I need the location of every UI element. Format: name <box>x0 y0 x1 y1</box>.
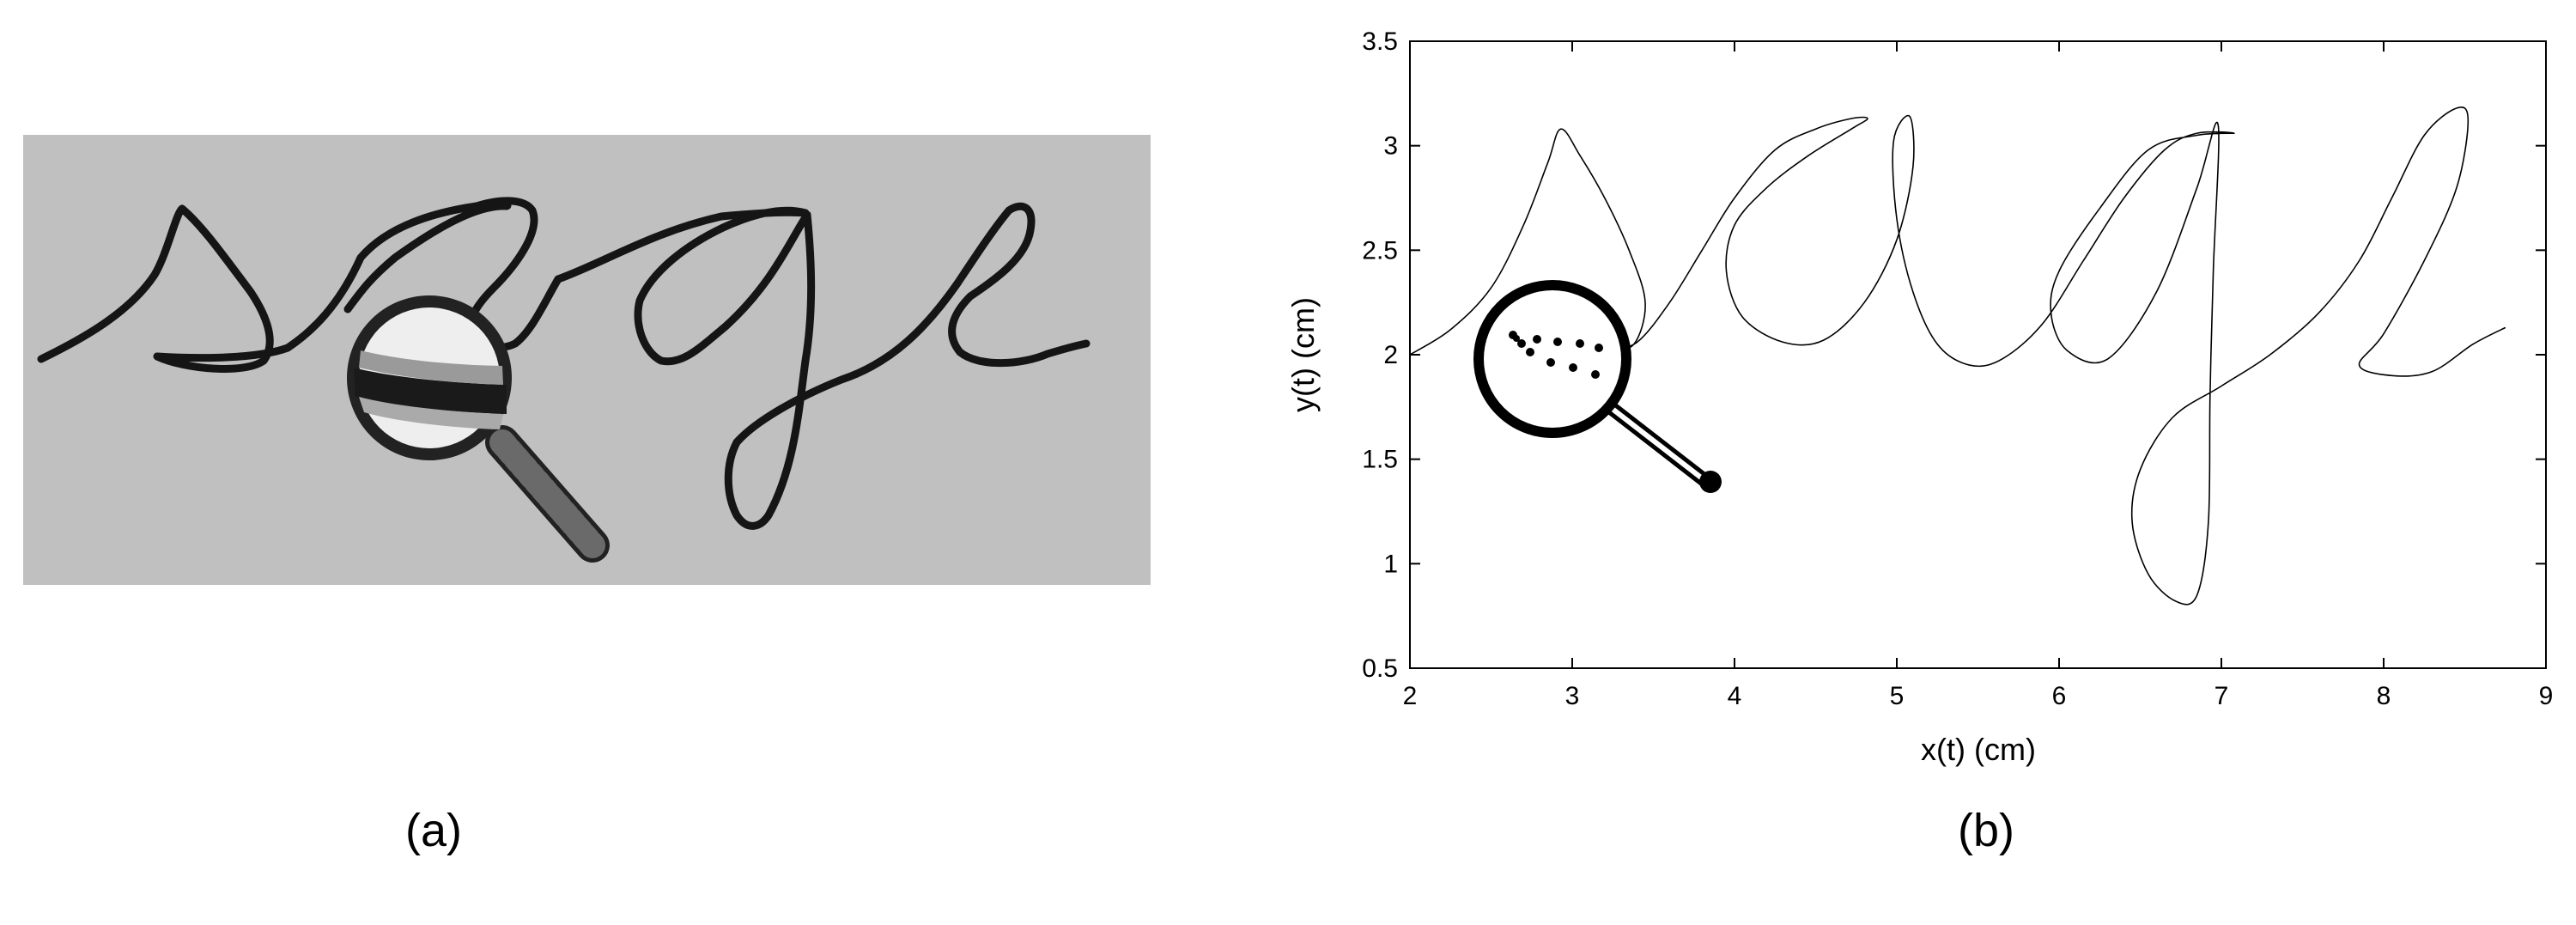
y-tick-label: 1.5 <box>1362 446 1398 474</box>
x-axis-label: x(t) (cm) <box>1921 732 2036 767</box>
x-tick-label: 5 <box>1890 682 1905 710</box>
handwriting-image-ink <box>37 197 1091 530</box>
y-tick-label: 2 <box>1383 341 1398 369</box>
sample-points <box>1509 331 1603 379</box>
panel-a: (a) <box>23 135 1151 856</box>
y-tick-label: 1 <box>1383 550 1398 578</box>
y-tick-label: 0.5 <box>1362 654 1398 683</box>
y-tick-label: 2.5 <box>1362 236 1398 265</box>
y-tick-label: 3.5 <box>1362 27 1398 56</box>
x-ticks: 2 3 4 5 6 7 8 9 <box>1403 41 2554 710</box>
x-tick-label: 3 <box>1565 682 1580 710</box>
x-tick-label: 7 <box>2215 682 2229 710</box>
x-tick-label: 8 <box>2377 682 2391 710</box>
x-tick-label: 6 <box>2052 682 2067 710</box>
x-tick-label: 9 <box>2539 682 2554 710</box>
x-tick-label: 4 <box>1728 682 1742 710</box>
panel-a-label: (a) <box>405 805 462 856</box>
trajectory-line <box>1409 106 2506 606</box>
magnifier-icon <box>1473 280 1722 493</box>
panel-b-label: (b) <box>1958 805 2014 856</box>
y-ticks: 0.5 1 1.5 2 2.5 3 3.5 <box>1362 27 2546 683</box>
magnifier-icon <box>347 295 610 563</box>
panel-b: 2 3 4 5 6 7 8 9 0.5 1 1.5 2 2.5 3 3.5 x(t) (cm) y(t) … <box>1285 27 2553 856</box>
x-tick-label: 2 <box>1403 682 1418 710</box>
y-tick-label: 3 <box>1383 132 1398 161</box>
trajectory <box>1409 106 2506 606</box>
y-axis-label: y(t) (cm) <box>1285 297 1321 412</box>
